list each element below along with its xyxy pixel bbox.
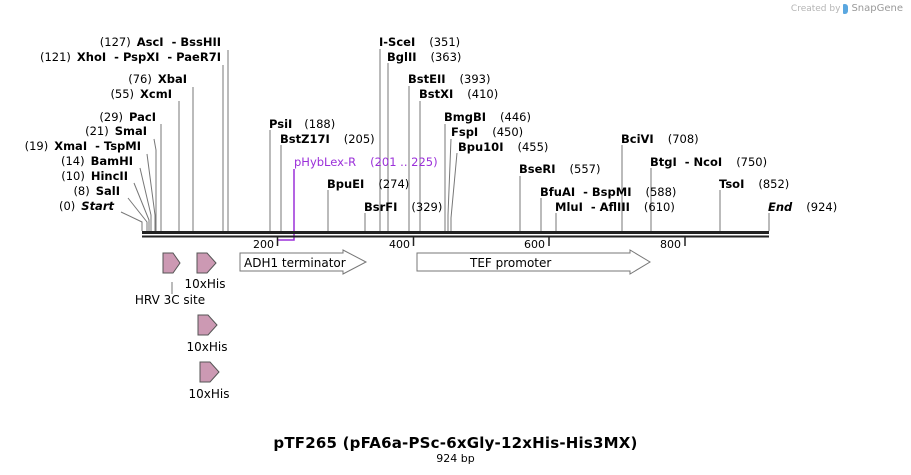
credit-brand: SnapGene (851, 3, 903, 14)
feature-label: HRV 3C site (135, 293, 205, 307)
feature-label: 10xHis (189, 387, 230, 401)
primer-label: pHybLex-R (201 .. 225) (294, 155, 438, 169)
site-label-bamHI[interactable]: (14) BamHI (61, 154, 133, 168)
snapgene-credit: Created by SnapGene (791, 3, 903, 14)
site-labels: (127) AscI - BssHII (121) XhoI - PspXI - P… (25, 35, 838, 214)
feature-hrv-3c-site[interactable]: HRV 3C site (135, 252, 205, 307)
site-label-bstXI[interactable]: BstXI (410) (419, 87, 498, 101)
site-lines (120, 49, 770, 231)
tick-400: 400 (389, 238, 410, 251)
site-label-btgI[interactable]: BtgI - NcoI (750) (650, 155, 767, 169)
plasmid-length: 924 bp (436, 452, 475, 465)
site-label-mluI[interactable]: MluI - AflIII (610) (555, 200, 675, 214)
feature-adh1-terminator[interactable]: ADH1 terminator (239, 249, 368, 275)
snapgene-logo-icon (843, 3, 849, 14)
credit-prefix: Created by (790, 3, 841, 14)
site-label-xhoI[interactable]: (121) XhoI - PspXI - PaeR7I (40, 50, 221, 64)
site-label-end[interactable]: End (924) (768, 200, 837, 214)
site-label-bseRI[interactable]: BseRI (557) (519, 162, 600, 176)
tick-800: 800 (660, 238, 681, 251)
site-label-bpuEI[interactable]: BpuEI (274) (327, 177, 409, 191)
site-label-bglII[interactable]: BglII (363) (387, 50, 461, 64)
site-label-ascI[interactable]: (127) AscI - BssHII (100, 35, 221, 49)
site-label-pacI[interactable]: (29) PacI (99, 110, 156, 124)
site-label-isceI[interactable]: I-SceI (351) (379, 35, 460, 49)
site-label-xbaI[interactable]: (76) XbaI (128, 72, 187, 86)
plasmid-title: pTF265 (pFA6a-PSc-6xGly-12xHis-His3MX) (273, 434, 638, 452)
feature-tef-promoter[interactable]: TEF promoter (416, 249, 651, 275)
primer-arrow (277, 169, 295, 241)
feature-label: 10xHis (187, 340, 228, 354)
site-label-bstZ17I[interactable]: BstZ17I (205) (280, 132, 375, 146)
site-label-smaI[interactable]: (21) SmaI (85, 124, 147, 138)
site-label-tsoI[interactable]: TsoI (852) (719, 177, 789, 191)
site-label-bciVI[interactable]: BciVI (708) (621, 132, 699, 146)
tick-200: 200 (253, 238, 274, 251)
feature-label: ADH1 terminator (244, 256, 346, 270)
feature-10xhis-3[interactable]: 10xHis (189, 361, 230, 401)
site-label-bmgBI[interactable]: BmgBI (446) (444, 110, 531, 124)
dna-backbone (142, 231, 769, 238)
primer-pHybLex-R[interactable]: pHybLex-R (201 .. 225) (277, 155, 438, 241)
site-label-bfuAI[interactable]: BfuAI - BspMI (588) (540, 185, 676, 199)
feature-10xhis-1[interactable]: 10xHis (185, 252, 226, 291)
site-label-salI[interactable]: (8) SalI (73, 184, 120, 198)
feature-label: TEF promoter (469, 256, 551, 270)
site-label-start[interactable]: (0) Start (59, 199, 115, 213)
feature-label: 10xHis (185, 277, 226, 291)
feature-10xhis-2[interactable]: 10xHis (187, 314, 228, 354)
site-label-bpu10I[interactable]: Bpu10I (455) (458, 140, 548, 154)
site-label-psiI[interactable]: PsiI (188) (269, 117, 335, 131)
site-label-bsrFI[interactable]: BsrFI (329) (364, 200, 442, 214)
site-label-xcmI[interactable]: (55) XcmI (110, 87, 172, 101)
site-label-bstEII[interactable]: BstEII (393) (408, 72, 490, 86)
site-label-fspI[interactable]: FspI (450) (451, 125, 523, 139)
axis-ticks: 200 400 600 800 (253, 237, 686, 251)
site-label-hincII[interactable]: (10) HincII (61, 169, 128, 183)
site-label-xmaI[interactable]: (19) XmaI - TspMI (25, 139, 141, 153)
tick-600: 600 (524, 238, 545, 251)
